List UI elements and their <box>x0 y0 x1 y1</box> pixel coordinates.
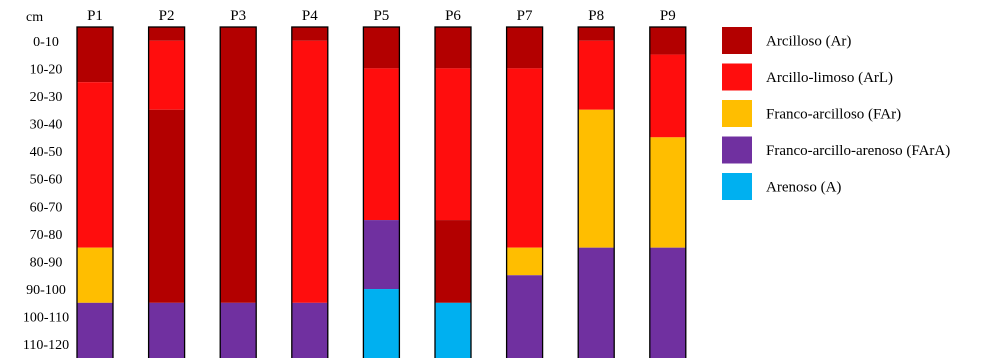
layer-arl <box>578 40 615 110</box>
profile-label: P4 <box>302 8 318 24</box>
layer-arl <box>291 40 328 303</box>
profile-column-p9 <box>649 26 687 358</box>
column-outline <box>362 26 401 358</box>
layer-far <box>77 247 113 303</box>
profile-column-p2 <box>147 26 186 358</box>
layer-arl <box>435 68 471 221</box>
y-tick-label: 40-50 <box>30 145 63 160</box>
profile-label: P1 <box>87 8 103 24</box>
legend-item-a: Arenoso (A) <box>722 173 841 200</box>
layer-ar <box>649 27 686 55</box>
profile-label: P2 <box>159 8 175 24</box>
profile-labels: P1 P2 P3 P4 P5 P6 P7 P8 P9 <box>87 8 676 24</box>
legend-label: Franco-arcillo-arenoso (FArA) <box>766 143 950 159</box>
profile-label: P9 <box>660 8 676 24</box>
legend-item-ar: Arcilloso (Ar) <box>722 27 851 54</box>
legend-item-fara: Franco-arcillo-arenoso (FArA) <box>722 136 950 164</box>
y-tick-label: 90-100 <box>26 283 66 298</box>
layer-ar <box>148 109 185 303</box>
layer-ar <box>506 27 543 69</box>
legend-swatch <box>722 63 752 91</box>
layer-ar <box>578 27 615 41</box>
layer-fara <box>220 302 257 358</box>
layer-arl <box>77 82 113 248</box>
layer-far <box>506 247 543 276</box>
layer-fara <box>506 275 543 358</box>
profile-column-p7 <box>505 26 544 358</box>
legend-swatch <box>722 136 752 164</box>
profile-label: P8 <box>588 8 604 24</box>
legend-label: Franco-arcilloso (FAr) <box>766 107 901 123</box>
layer-far <box>649 137 686 248</box>
layer-fara <box>291 302 328 358</box>
layer-ar <box>148 27 185 41</box>
y-tick-label: 100-110 <box>23 311 69 326</box>
column-outline <box>649 26 687 358</box>
legend-swatch <box>722 27 752 54</box>
layer-ar <box>220 27 257 303</box>
y-tick-label: 0-10 <box>33 35 59 50</box>
y-tick-label: 80-90 <box>30 255 63 270</box>
layer-ar <box>435 220 471 303</box>
y-tick-label: 60-70 <box>30 200 63 215</box>
legend-swatch <box>722 100 752 127</box>
legend-item-far: Franco-arcilloso (FAr) <box>722 100 901 127</box>
legend-label: Arenoso (A) <box>766 180 841 196</box>
y-axis-unit-label: cm <box>26 10 43 25</box>
layer-ar <box>77 27 113 83</box>
layer-far <box>578 109 615 248</box>
layer-fara <box>148 302 185 358</box>
column-outline <box>219 26 257 358</box>
profile-column-p5 <box>362 26 401 358</box>
y-tick-label: 10-20 <box>30 62 63 77</box>
profile-column-p3 <box>219 26 257 358</box>
column-outline <box>505 26 544 358</box>
profile-column-p6 <box>434 26 472 358</box>
legend-swatch <box>722 173 752 200</box>
y-tick-label: 110-120 <box>23 338 69 353</box>
profile-label: P5 <box>373 8 389 24</box>
layer-ar <box>363 27 400 69</box>
profile-label: P3 <box>230 8 246 24</box>
layer-a <box>435 302 471 358</box>
layer-fara <box>77 302 113 358</box>
layer-fara <box>649 247 686 358</box>
y-tick-labels: 0-10 10-20 20-30 30-40 40-50 50-60 60-70 70-80 8… <box>23 35 69 353</box>
profile-column-p4 <box>291 26 329 358</box>
column-outline <box>76 26 114 358</box>
column-outline <box>147 26 186 358</box>
y-tick-label: 50-60 <box>30 173 63 188</box>
y-tick-label: 30-40 <box>30 118 63 133</box>
y-tick-label: 70-80 <box>30 228 63 243</box>
layer-arl <box>148 40 185 110</box>
layer-arl <box>506 68 543 248</box>
column-outline <box>434 26 472 358</box>
profile-column-p1 <box>76 26 114 358</box>
column-outline <box>291 26 329 358</box>
legend-label: Arcilloso (Ar) <box>766 34 851 50</box>
layer-arl <box>649 54 686 138</box>
layer-fara <box>363 220 400 290</box>
y-tick-label: 20-30 <box>30 90 63 105</box>
layer-a <box>363 289 400 358</box>
legend-item-arl: Arcillo-limoso (ArL) <box>722 63 893 91</box>
profile-column-p8 <box>577 26 615 358</box>
layer-fara <box>578 247 615 358</box>
profile-label: P6 <box>445 8 461 24</box>
layer-ar <box>435 27 471 69</box>
profile-columns <box>76 26 687 358</box>
layer-arl <box>363 68 400 221</box>
layer-ar <box>291 27 328 41</box>
column-outline <box>577 26 615 358</box>
legend-label: Arcillo-limoso (ArL) <box>766 70 893 86</box>
profile-label: P7 <box>517 8 533 24</box>
legend: Arcilloso (Ar) Arcillo-limoso (ArL) Franco… <box>722 27 950 200</box>
